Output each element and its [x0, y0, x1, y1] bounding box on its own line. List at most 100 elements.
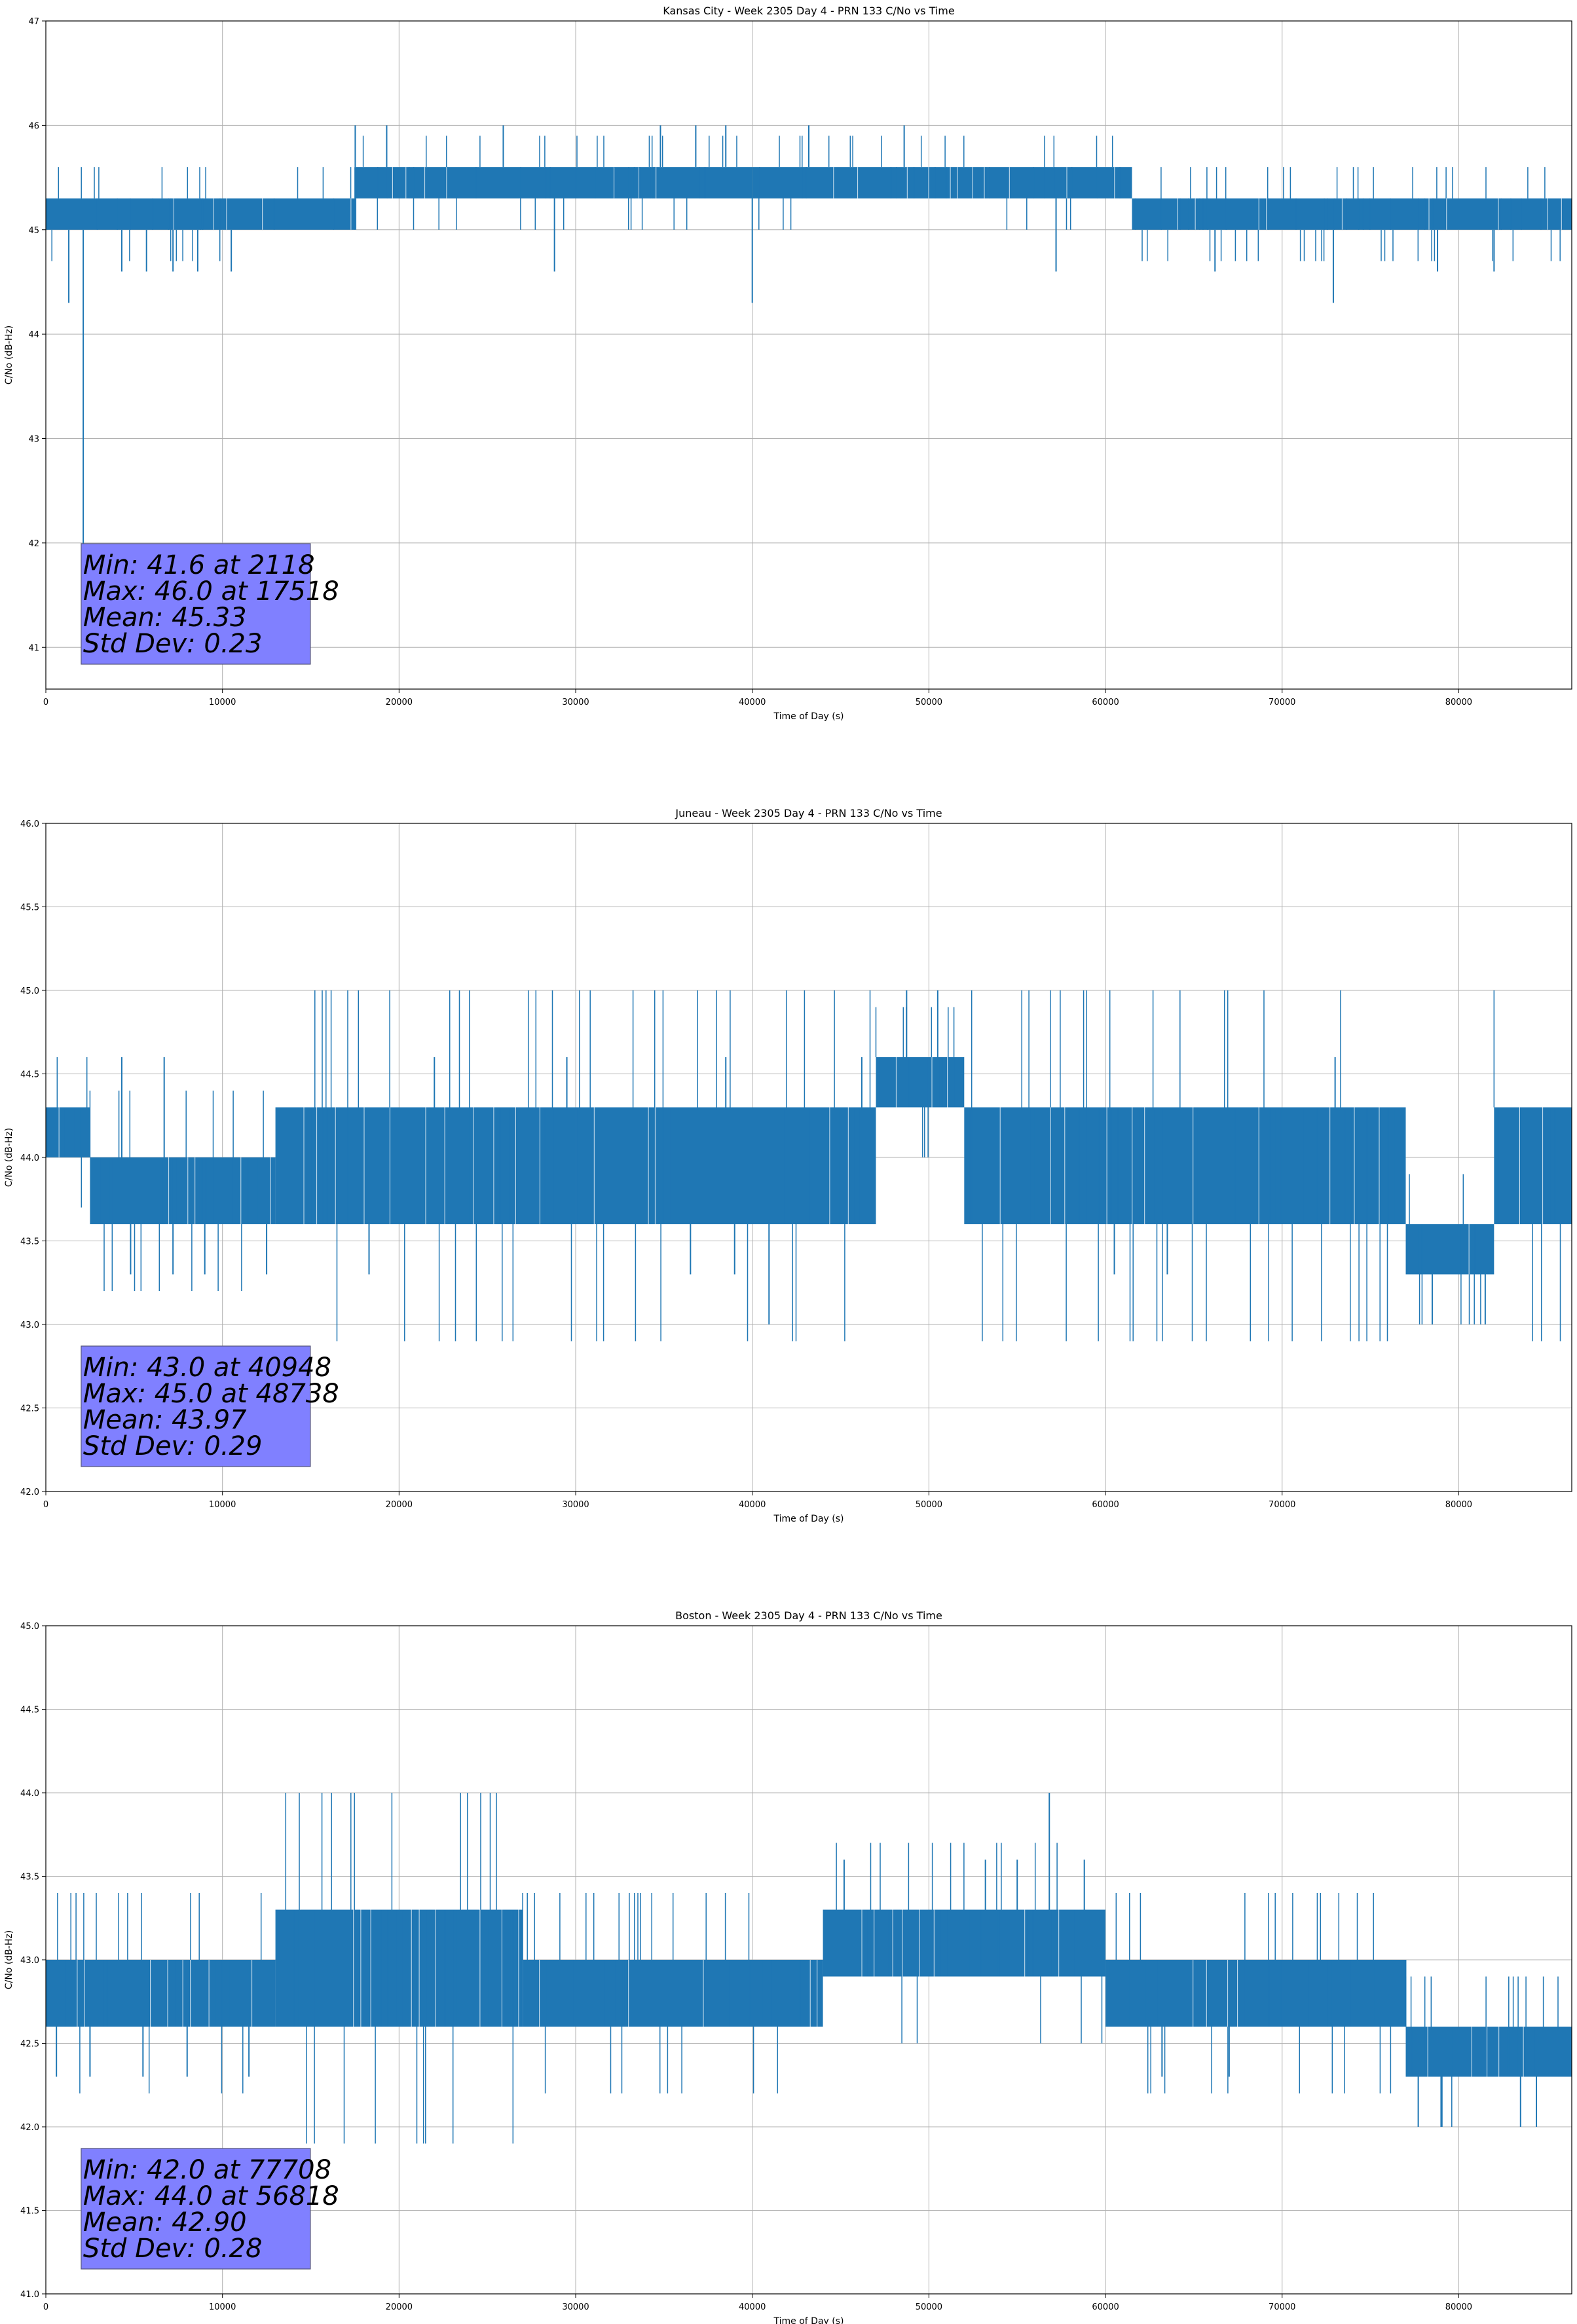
x-tick-label: 40000 [739, 698, 766, 707]
chart-title: Boston - Week 2305 Day 4 - PRN 133 C/No … [675, 1609, 942, 1622]
signal-gap [1177, 198, 1562, 230]
signal-band [752, 167, 1132, 198]
chart-panel-1: Kansas City - Week 2305 Day 4 - PRN 133 … [4, 5, 1572, 722]
stats-line: Max: 45.0 at 48738 [83, 1379, 339, 1409]
signal-band [576, 1107, 876, 1224]
signal-jitter [522, 1893, 822, 2093]
signal-band [1494, 1107, 1572, 1224]
signal-band [1132, 198, 1572, 230]
y-tick-label: 45 [28, 226, 39, 236]
x-tick-label: 30000 [562, 698, 589, 707]
x-tick-label: 70000 [1269, 1500, 1295, 1510]
x-tick-label: 40000 [739, 2302, 766, 2312]
signal-jitter [836, 1843, 1103, 2044]
signal-band [1405, 1224, 1494, 1275]
signal-jitter [576, 990, 871, 1341]
y-tick-label: 42.0 [20, 1488, 39, 1497]
chart-panel-3: Boston - Week 2305 Day 4 - PRN 133 C/No … [4, 1609, 1572, 2324]
signal-jitter [1109, 1893, 1407, 2093]
signal-band [275, 1909, 523, 2027]
x-tick-label: 20000 [386, 1500, 413, 1510]
signal-band [1405, 2027, 1572, 2077]
signal-gap [539, 1960, 818, 2027]
signal-jitter [311, 990, 572, 1341]
x-tick-label: 20000 [386, 2302, 413, 2312]
x-tick-label: 70000 [1269, 698, 1295, 707]
y-tick-label: 44.0 [20, 1789, 39, 1799]
y-tick-label: 41.0 [20, 2290, 39, 2300]
y-tick-label: 44.0 [20, 1153, 39, 1163]
stats-box-background [81, 543, 311, 665]
y-tick-label: 42.5 [20, 1404, 39, 1414]
y-tick-label: 44.5 [20, 1706, 39, 1715]
signal-band [1105, 1960, 1406, 2027]
signal-jitter [1134, 167, 1561, 261]
series-line [46, 125, 1572, 585]
signal-band [876, 1057, 965, 1108]
stats-line: Std Dev: 0.28 [83, 2234, 263, 2264]
signal-jitter [285, 1793, 522, 2144]
x-tick-label: 80000 [1445, 1500, 1472, 1510]
x-tick-label: 70000 [1269, 2302, 1295, 2312]
x-tick-label: 50000 [916, 698, 942, 707]
signal-gap [168, 1157, 271, 1224]
y-tick-label: 47 [28, 17, 39, 27]
signal-gap [303, 1107, 540, 1224]
x-tick-label: 60000 [1092, 2302, 1119, 2312]
x-tick-label: 50000 [916, 1500, 942, 1510]
signal-band [90, 1157, 276, 1224]
signal-jitter [51, 167, 357, 261]
y-tick-label: 42.5 [20, 2040, 39, 2050]
signal-jitter [89, 1091, 274, 1291]
x-tick-label: 20000 [386, 698, 413, 707]
x-tick-label: 80000 [1445, 2302, 1472, 2312]
x-tick-label: 50000 [916, 2302, 942, 2312]
signal-gap [174, 198, 352, 230]
stats-line: Mean: 42.90 [83, 2207, 247, 2238]
x-tick-label: 60000 [1092, 1500, 1119, 1510]
y-tick-label: 43 [28, 435, 39, 445]
signal-jitter [1405, 1976, 1559, 2127]
signal-jitter [1493, 990, 1561, 1341]
signal-band [354, 167, 640, 198]
y-axis-label: C/No (dB-Hz) [4, 326, 14, 384]
x-tick-label: 0 [43, 698, 48, 707]
signal-jitter [46, 1057, 88, 1208]
signal-gap [895, 1057, 948, 1108]
signal-band [964, 1107, 1406, 1224]
stats-line: Mean: 43.97 [83, 1405, 247, 1435]
y-tick-label: 44.5 [20, 1070, 39, 1080]
y-tick-label: 43.5 [20, 1873, 39, 1883]
signal-jitter [969, 990, 1395, 1341]
signal-gap [1519, 1107, 1544, 1224]
y-tick-label: 41.5 [20, 2207, 39, 2217]
signal-gap [1193, 1960, 1238, 2027]
stats-box-background [81, 2148, 311, 2270]
x-tick-label: 0 [43, 1500, 48, 1510]
axes-frame [45, 823, 1572, 1492]
signal-band [823, 1909, 1106, 1977]
signal-gap [999, 1107, 1380, 1224]
x-tick-label: 30000 [562, 2302, 589, 2312]
x-axis-label: Time of Day (s) [773, 2316, 844, 2324]
stats-line: Std Dev: 0.23 [83, 629, 263, 659]
x-axis-label: Time of Day (s) [773, 1514, 844, 1524]
signal-jitter [639, 136, 737, 230]
y-tick-label: 42 [28, 539, 39, 549]
stats-line: Min: 43.0 at 40948 [83, 1353, 331, 1383]
stats-line: Min: 41.6 at 2118 [83, 550, 315, 580]
chart-title: Juneau - Week 2305 Day 4 - PRN 133 C/No … [675, 807, 942, 819]
x-tick-label: 40000 [739, 1500, 766, 1510]
signal-gap [833, 167, 1115, 198]
signal-gap [1427, 2027, 1524, 2077]
signal-band [46, 1960, 276, 2027]
x-tick-label: 10000 [209, 2302, 236, 2312]
signal-band [639, 167, 752, 198]
y-tick-label: 46.0 [20, 819, 39, 829]
stats-line: Max: 46.0 at 17518 [83, 576, 339, 607]
signal-gap [392, 167, 640, 198]
y-tick-label: 44 [28, 330, 39, 340]
